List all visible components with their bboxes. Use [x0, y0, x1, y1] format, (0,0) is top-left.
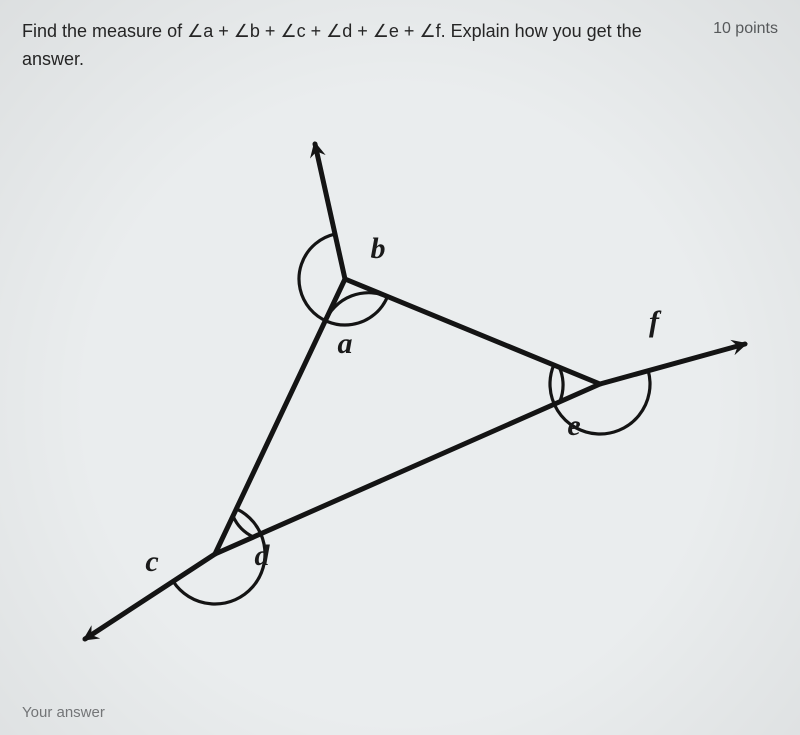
angle-c: ∠c: [280, 21, 305, 41]
question-row: Find the measure of ∠a + ∠b + ∠c + ∠d + …: [22, 18, 778, 74]
question-text: Find the measure of ∠a + ∠b + ∠c + ∠d + …: [22, 18, 695, 74]
label-e: e: [567, 409, 580, 443]
triangle-diagram: a b c d e f: [40, 84, 760, 644]
angle-b: ∠b: [234, 21, 260, 41]
label-b: b: [371, 232, 386, 266]
angle-a: ∠a: [187, 21, 213, 41]
worksheet-page: Find the measure of ∠a + ∠b + ∠c + ∠d + …: [0, 0, 800, 735]
label-a: a: [338, 327, 353, 361]
question-prefix: Find the measure of: [22, 21, 187, 41]
label-f: f: [649, 305, 659, 339]
angle-e: ∠e: [373, 21, 399, 41]
label-c: c: [145, 545, 158, 579]
label-d: d: [255, 539, 270, 573]
points-label: 10 points: [713, 18, 778, 38]
angle-d: ∠d: [326, 21, 352, 41]
angle-f: ∠f: [419, 21, 440, 41]
your-answer-label: Your answer: [22, 704, 105, 721]
